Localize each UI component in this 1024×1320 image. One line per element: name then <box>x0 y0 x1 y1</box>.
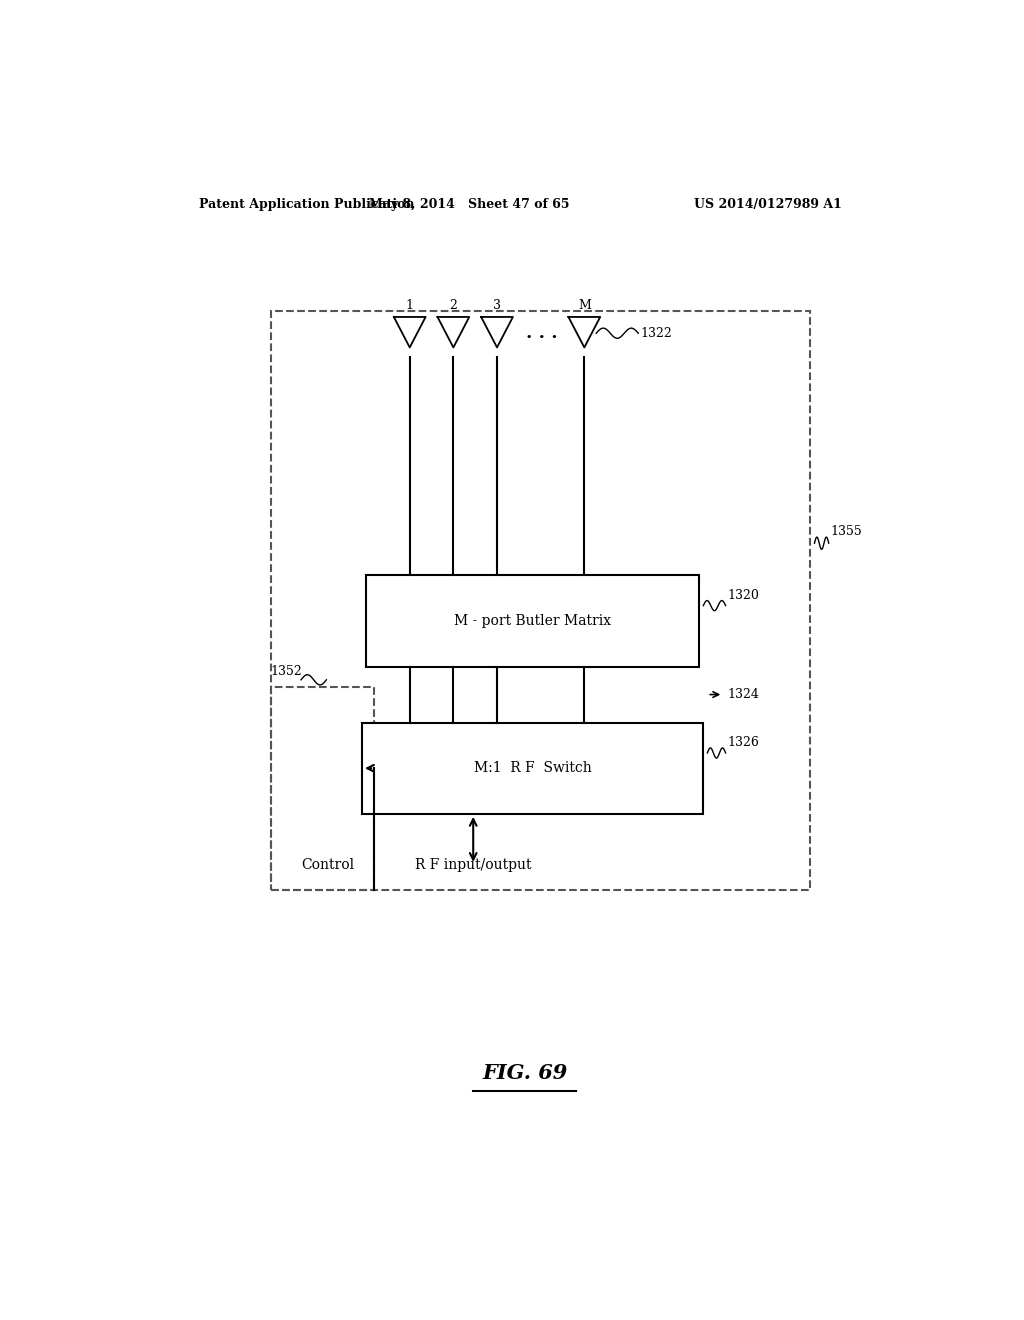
Text: 2: 2 <box>450 300 458 313</box>
Text: 1352: 1352 <box>270 665 303 678</box>
Text: M - port Butler Matrix: M - port Butler Matrix <box>455 614 611 628</box>
Text: Patent Application Publication: Patent Application Publication <box>200 198 415 211</box>
Text: 1355: 1355 <box>830 524 862 537</box>
Text: FIG. 69: FIG. 69 <box>482 1063 567 1084</box>
Text: . . .: . . . <box>526 325 558 342</box>
Text: 1320: 1320 <box>727 589 759 602</box>
Text: M: M <box>578 300 591 313</box>
Text: 1322: 1322 <box>641 327 673 339</box>
Text: M:1  R F  Switch: M:1 R F Switch <box>474 762 592 775</box>
Text: Control: Control <box>301 858 354 871</box>
Text: US 2014/0127989 A1: US 2014/0127989 A1 <box>694 198 842 211</box>
Text: 1324: 1324 <box>727 688 759 701</box>
Text: 1326: 1326 <box>727 737 759 750</box>
FancyBboxPatch shape <box>362 722 703 814</box>
Text: May 8, 2014   Sheet 47 of 65: May 8, 2014 Sheet 47 of 65 <box>369 198 569 211</box>
Text: R F input/output: R F input/output <box>415 858 531 871</box>
Text: 3: 3 <box>493 300 501 313</box>
Text: 1: 1 <box>406 300 414 313</box>
FancyBboxPatch shape <box>367 576 699 667</box>
